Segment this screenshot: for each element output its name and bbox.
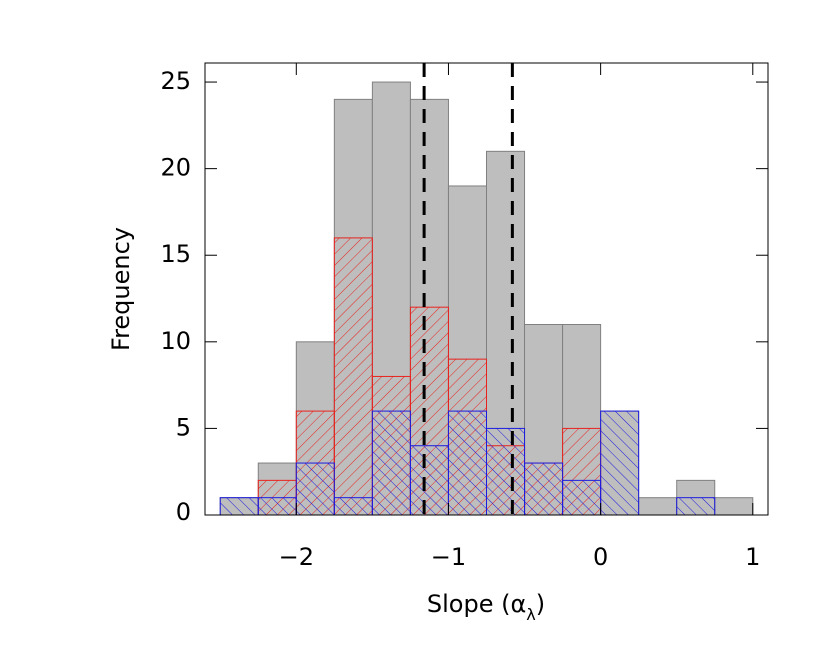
- plot-frame: [204, 62, 769, 516]
- y-tick-label: 5: [176, 413, 191, 441]
- histogram-bar: [333, 237, 373, 516]
- y-tick-label: 10: [160, 327, 191, 355]
- x-label-main: Slope (α: [427, 590, 526, 618]
- histogram-bar: [638, 497, 678, 516]
- x-tick-label: −2: [279, 543, 314, 571]
- histogram-bar: [486, 427, 526, 516]
- histogram-bar: [714, 497, 754, 516]
- x-tick-label: −1: [431, 543, 466, 571]
- y-tick-label: 20: [160, 154, 191, 182]
- histogram-bar: [257, 497, 297, 516]
- y-axis-label: Frequency: [107, 227, 135, 351]
- histogram-bar: [371, 410, 411, 516]
- y-tick-label: 0: [176, 498, 191, 526]
- x-label-sub: λ: [526, 605, 535, 624]
- x-label-end: ): [536, 590, 545, 618]
- x-axis-label: Slope (αλ): [427, 590, 545, 624]
- histogram-bar: [524, 462, 564, 516]
- histogram-bar: [600, 410, 640, 516]
- histogram-bar: [333, 497, 373, 516]
- x-tick-label: 0: [593, 543, 608, 571]
- y-tick-label: 15: [160, 240, 191, 268]
- x-tick-label: 1: [745, 543, 760, 571]
- histogram-bar: [447, 410, 488, 516]
- histogram-bar: [409, 445, 449, 516]
- histogram-bar: [295, 462, 335, 516]
- y-tick-label: 25: [160, 67, 191, 95]
- histogram-bar: [562, 479, 602, 516]
- histogram-bar: [219, 497, 259, 516]
- histogram-bar: [676, 497, 716, 516]
